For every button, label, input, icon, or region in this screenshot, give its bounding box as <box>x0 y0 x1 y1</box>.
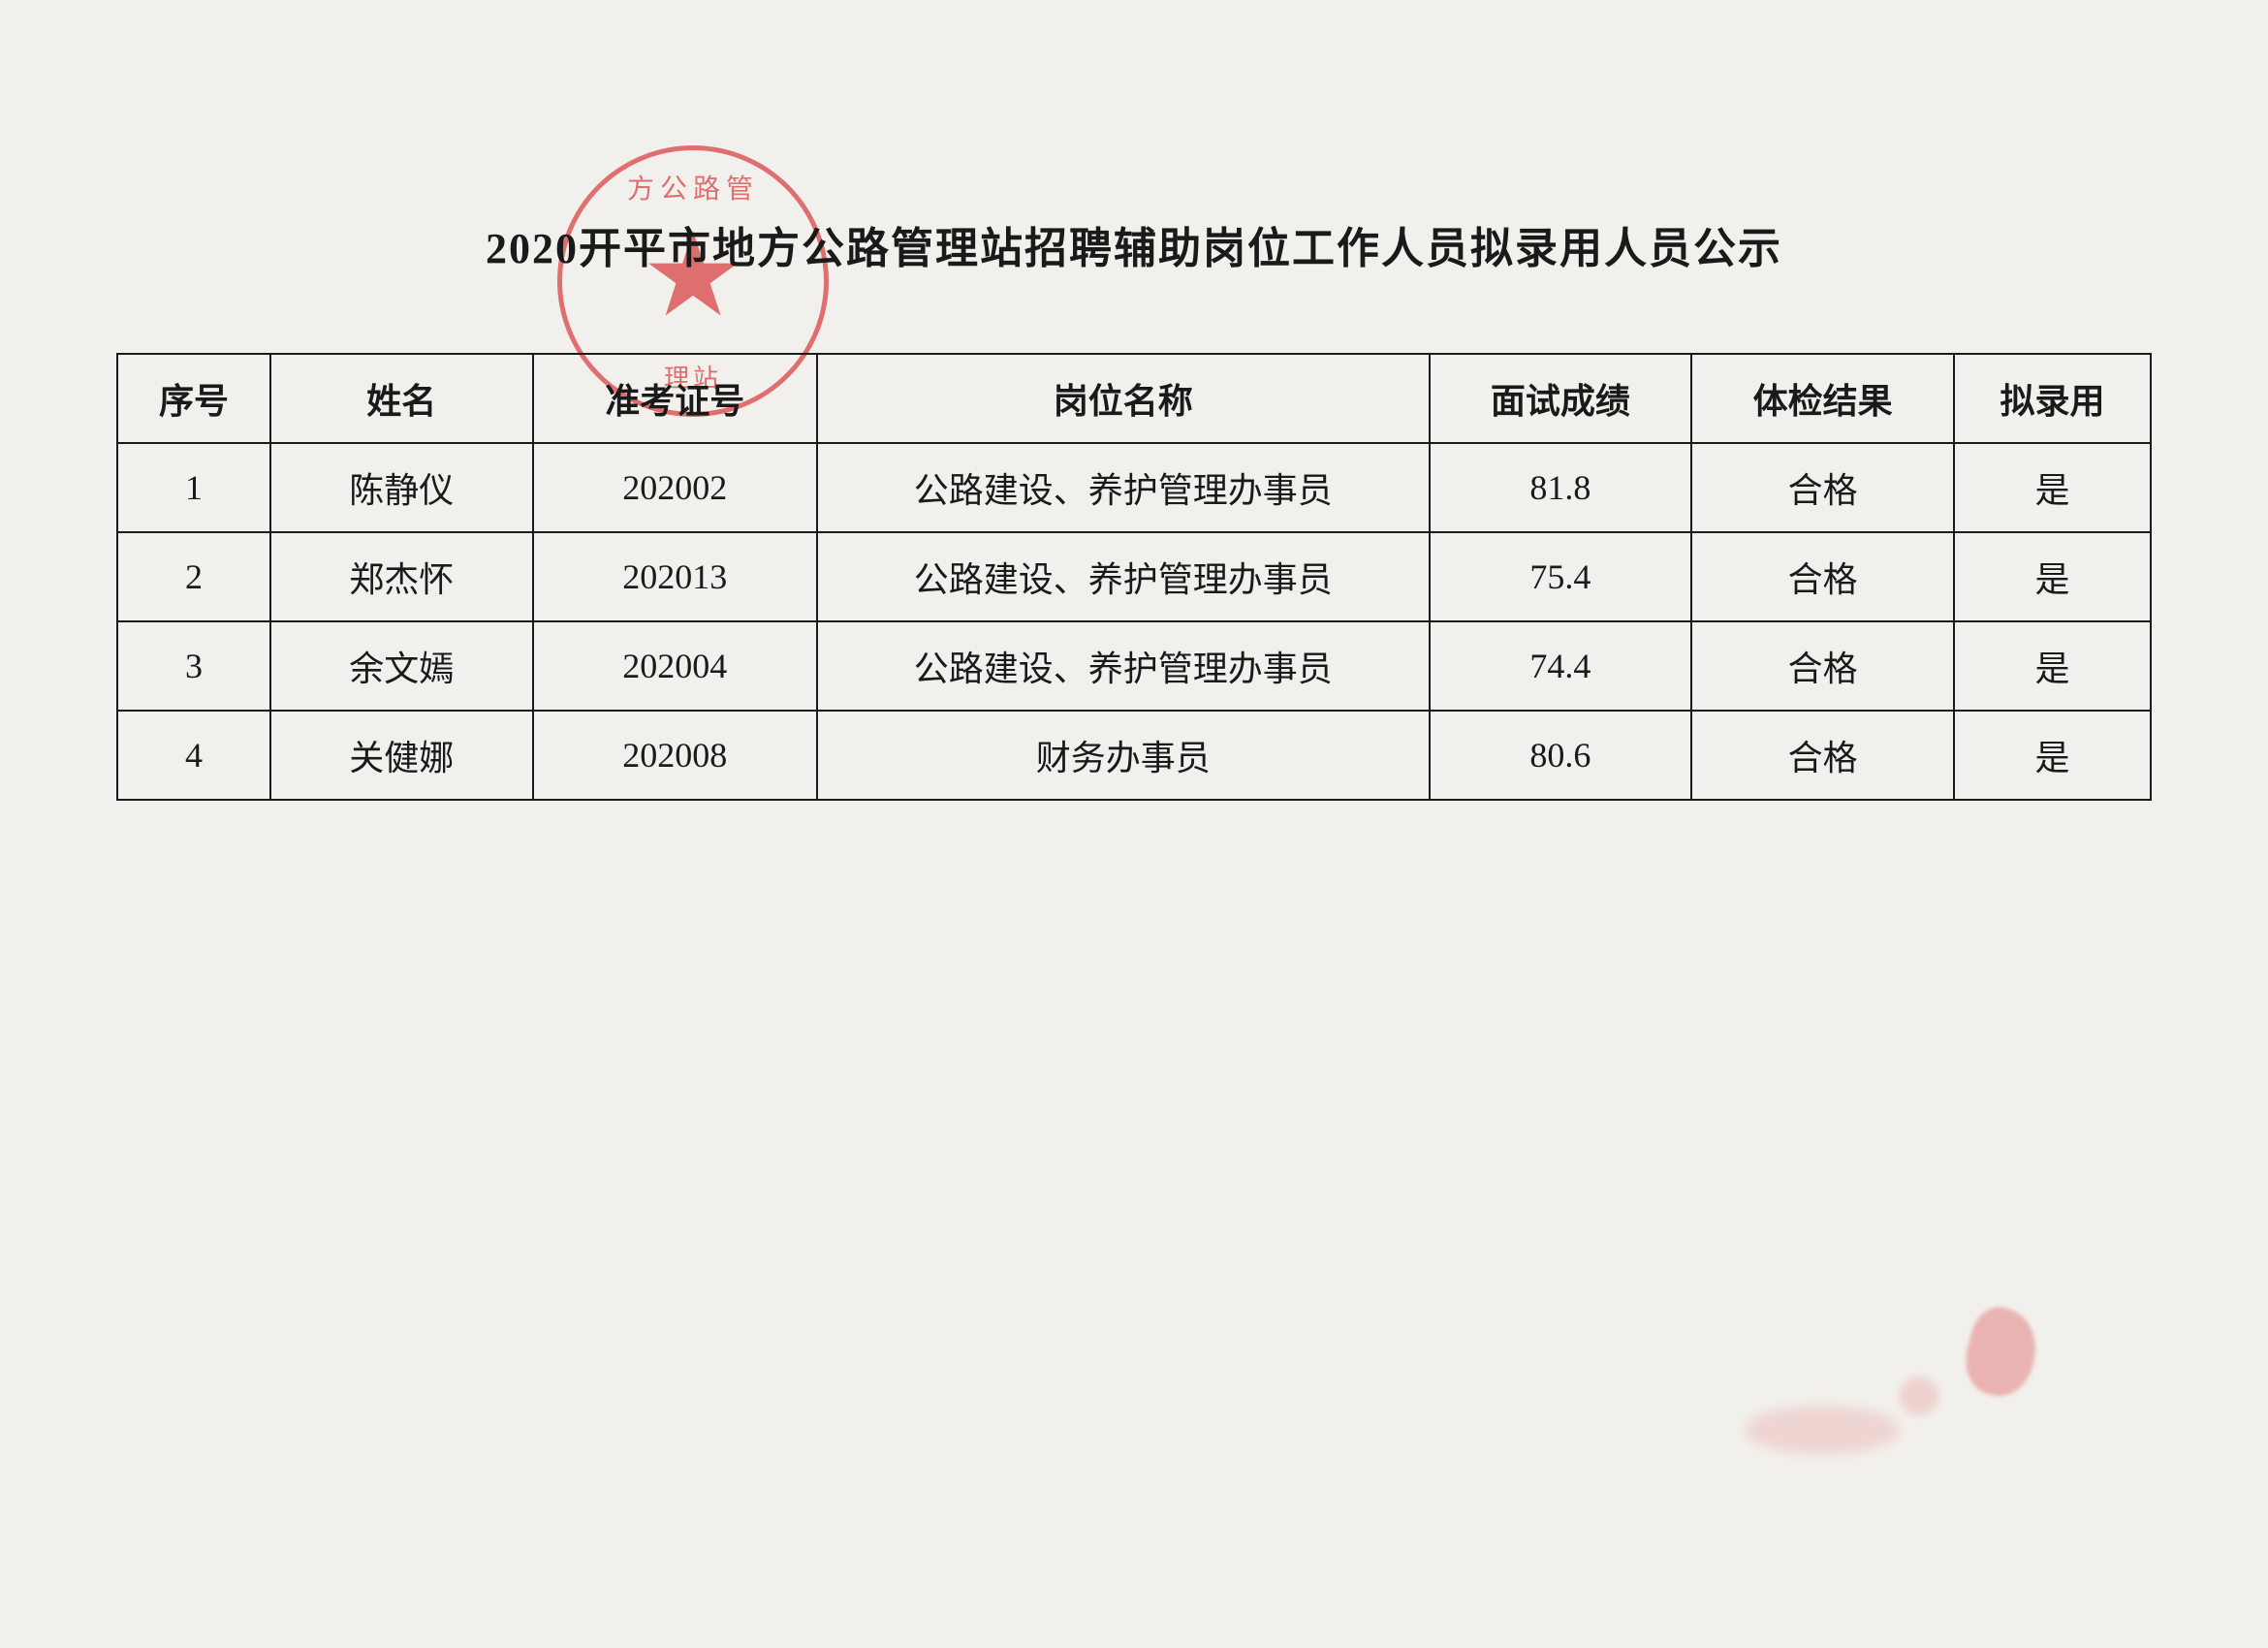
cell-health: 合格 <box>1691 621 1954 711</box>
cell-score: 74.4 <box>1430 621 1692 711</box>
cell-exam-no: 202002 <box>533 443 817 532</box>
col-header-score: 面试成绩 <box>1430 354 1692 443</box>
candidates-table: 序号 姓名 准考证号 岗位名称 面试成绩 体检结果 拟录用 1 陈静仪 2020… <box>116 353 2152 801</box>
seal-org-text-top: 方公路管 <box>627 168 759 206</box>
cell-name: 陈静仪 <box>270 443 533 532</box>
document-page: 方公路管 ★ 理站 2020开平市地方公路管理站招聘辅助岗位工作人员拟录用人员公… <box>0 0 2268 1648</box>
cell-seq: 3 <box>117 621 270 711</box>
cell-post: 公路建设、养护管理办事员 <box>817 621 1430 711</box>
cell-seq: 2 <box>117 532 270 621</box>
cell-hire: 是 <box>1954 532 2151 621</box>
ink-smudge-icon <box>1706 1299 2055 1474</box>
table-row: 2 郑杰怀 202013 公路建设、养护管理办事员 75.4 合格 是 <box>117 532 2151 621</box>
cell-name: 郑杰怀 <box>270 532 533 621</box>
cell-post: 公路建设、养护管理办事员 <box>817 532 1430 621</box>
table-row: 4 关健娜 202008 财务办事员 80.6 合格 是 <box>117 711 2151 800</box>
cell-score: 75.4 <box>1430 532 1692 621</box>
cell-exam-no: 202004 <box>533 621 817 711</box>
cell-health: 合格 <box>1691 532 1954 621</box>
document-title: 2020开平市地方公路管理站招聘辅助岗位工作人员拟录用人员公示 <box>97 213 2171 275</box>
col-header-seq: 序号 <box>117 354 270 443</box>
cell-post: 财务办事员 <box>817 711 1430 800</box>
cell-seq: 4 <box>117 711 270 800</box>
cell-score: 81.8 <box>1430 443 1692 532</box>
cell-health: 合格 <box>1691 711 1954 800</box>
table-header-row: 序号 姓名 准考证号 岗位名称 面试成绩 体检结果 拟录用 <box>117 354 2151 443</box>
col-header-post: 岗位名称 <box>817 354 1430 443</box>
cell-exam-no: 202013 <box>533 532 817 621</box>
cell-seq: 1 <box>117 443 270 532</box>
col-header-exam-no: 准考证号 <box>533 354 817 443</box>
cell-hire: 是 <box>1954 443 2151 532</box>
table-row: 3 余文嫣 202004 公路建设、养护管理办事员 74.4 合格 是 <box>117 621 2151 711</box>
cell-hire: 是 <box>1954 711 2151 800</box>
table-row: 1 陈静仪 202002 公路建设、养护管理办事员 81.8 合格 是 <box>117 443 2151 532</box>
cell-health: 合格 <box>1691 443 1954 532</box>
cell-name: 关健娜 <box>270 711 533 800</box>
col-header-health: 体检结果 <box>1691 354 1954 443</box>
cell-post: 公路建设、养护管理办事员 <box>817 443 1430 532</box>
cell-name: 余文嫣 <box>270 621 533 711</box>
col-header-hire: 拟录用 <box>1954 354 2151 443</box>
cell-exam-no: 202008 <box>533 711 817 800</box>
cell-score: 80.6 <box>1430 711 1692 800</box>
col-header-name: 姓名 <box>270 354 533 443</box>
cell-hire: 是 <box>1954 621 2151 711</box>
